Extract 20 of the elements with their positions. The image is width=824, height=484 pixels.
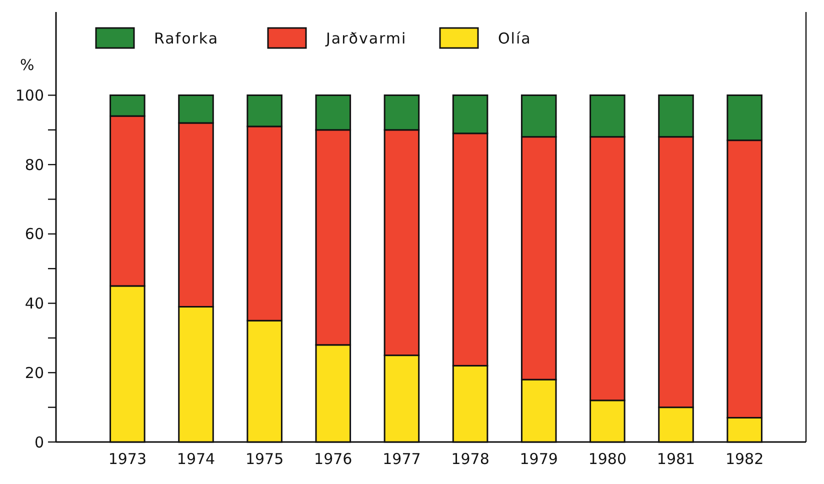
- x-tick-label: 1974: [176, 450, 216, 468]
- x-tick-label: 1977: [382, 450, 421, 468]
- y-tick-label: 60: [24, 225, 44, 244]
- x-tick-label: 1980: [588, 450, 627, 468]
- legend-label: Olía: [498, 29, 532, 48]
- y-tick-label: 100: [15, 86, 44, 104]
- x-tick-label: 1975: [245, 450, 284, 468]
- x-tick-label: 1979: [520, 450, 558, 468]
- y-tick-label: 80: [24, 156, 44, 174]
- y-tick-label: 0: [34, 433, 44, 452]
- x-tick-label: 1973: [108, 450, 147, 468]
- x-tick-label: 1981: [656, 450, 696, 468]
- y-tick-label: 40: [24, 294, 44, 313]
- y-axis-title: %: [20, 56, 34, 74]
- x-tick-label: 1978: [451, 450, 490, 468]
- x-tick-label: 1976: [314, 450, 352, 468]
- x-tick-label: 1982: [725, 450, 764, 468]
- legend-label: Jarðvarmi: [325, 29, 407, 48]
- legend-label: Raforka: [154, 29, 219, 48]
- y-tick-label: 20: [24, 364, 44, 382]
